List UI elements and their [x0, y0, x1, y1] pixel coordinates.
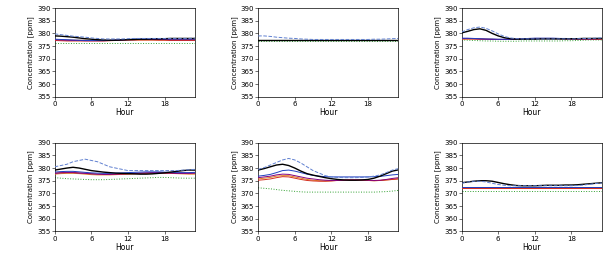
- Y-axis label: Concentration [ppm]: Concentration [ppm]: [435, 16, 441, 89]
- Y-axis label: Concentration [ppm]: Concentration [ppm]: [27, 151, 34, 224]
- X-axis label: Hour: Hour: [116, 108, 134, 117]
- X-axis label: Hour: Hour: [522, 108, 541, 117]
- X-axis label: Hour: Hour: [522, 243, 541, 252]
- X-axis label: Hour: Hour: [116, 243, 134, 252]
- Y-axis label: Concentration [ppm]: Concentration [ppm]: [435, 151, 441, 224]
- X-axis label: Hour: Hour: [319, 243, 337, 252]
- Y-axis label: Concentration [ppm]: Concentration [ppm]: [231, 151, 238, 224]
- Y-axis label: Concentration [ppm]: Concentration [ppm]: [27, 16, 34, 89]
- Y-axis label: Concentration [ppm]: Concentration [ppm]: [231, 16, 238, 89]
- X-axis label: Hour: Hour: [319, 108, 337, 117]
